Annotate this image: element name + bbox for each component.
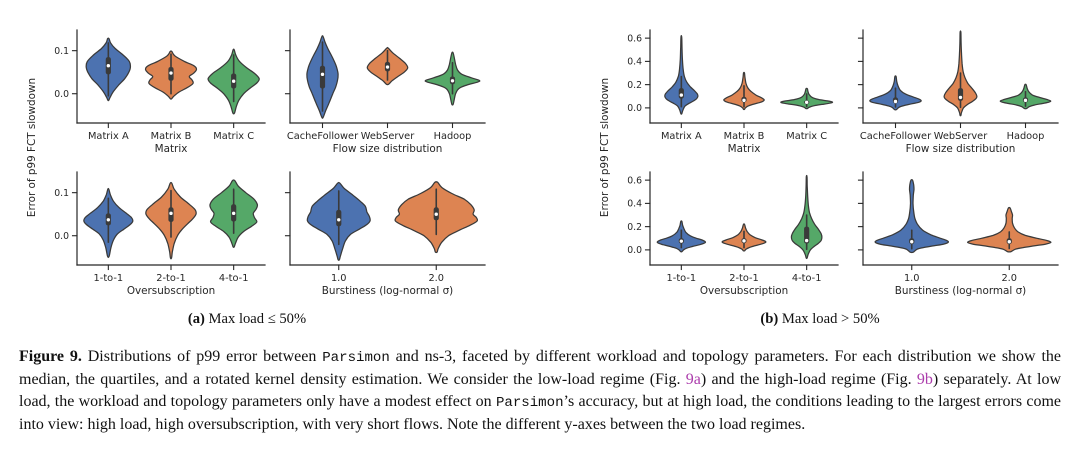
category-label: Matrix B — [151, 131, 192, 142]
median-dot — [385, 65, 390, 69]
median-dot — [893, 99, 898, 104]
category-label: 2-to-1 — [156, 273, 186, 284]
x-axis-label: Burstiness (log-normal σ) — [322, 285, 453, 297]
paper-page: Error of p99 FCT slowdown 0.1 0.0 Matrix A M… — [0, 29, 1067, 436]
median-dot — [450, 79, 455, 83]
figref-9a[interactable]: 9a — [685, 371, 701, 389]
category-label: 2.0 — [1001, 273, 1017, 284]
x-axis-label: Matrix — [155, 143, 188, 155]
median-dot — [804, 238, 809, 243]
category-label: 1.0 — [904, 273, 920, 284]
x-axis-label: Burstiness (log-normal σ) — [895, 285, 1026, 297]
y-tick-label: 0.2 — [627, 80, 642, 91]
caption-segment-2: Parsimon — [322, 350, 390, 366]
category-label: 4-to-1 — [219, 273, 249, 284]
subcaption-b-label: (b) — [760, 311, 779, 327]
median-dot — [320, 72, 325, 77]
median-dot — [804, 100, 809, 105]
y-axis-label-panel-a: Error of p99 FCT slowdown — [26, 78, 38, 217]
y-tick-label: 0.0 — [54, 89, 69, 100]
figure-9: Error of p99 FCT slowdown 0.1 0.0 Matrix A M… — [0, 29, 1067, 328]
y-tick-label: 0.4 — [627, 57, 642, 68]
y-axis-label-panel-b: Error of p99 FCT slowdown — [599, 78, 611, 217]
violin-plots-svg: Error of p99 FCT slowdown 0.1 0.0 Matrix A M… — [26, 29, 1059, 297]
violin-1.0 — [874, 178, 950, 254]
median-dot — [958, 95, 963, 100]
caption-segment-9: ’s accuracy, but at high load, the condi… — [19, 392, 1062, 434]
median-dot — [1023, 98, 1028, 103]
category-label: Hadoop — [434, 131, 472, 142]
category-label: 2.0 — [428, 273, 444, 284]
median-dot — [742, 98, 746, 103]
category-label: 4-to-1 — [792, 273, 822, 284]
y-tick-label: 0.1 — [54, 46, 69, 57]
y-tick-label: 0.6 — [627, 175, 642, 186]
caption-segment-3: and ns-3, faceted by different workload … — [19, 348, 1061, 389]
x-axis-label: Flow size distribution — [333, 143, 443, 155]
category-label: Hadoop — [1007, 131, 1045, 142]
x-axis-label: Flow size distribution — [906, 143, 1016, 155]
figref-9b[interactable]: 9b — [916, 371, 933, 389]
median-dot — [910, 240, 914, 244]
x-axis-label: Oversubscription — [700, 285, 788, 297]
caption-segment-7: ) separately. At low load, the workload … — [19, 371, 1061, 410]
median-dot — [679, 93, 684, 97]
y-tick-label: 0.0 — [627, 245, 642, 256]
category-label: 1-to-1 — [667, 273, 697, 284]
category-label: 1.0 — [331, 273, 347, 284]
category-label: WebServer — [361, 131, 415, 142]
y-tick-label: 0.0 — [627, 103, 642, 114]
y-tick-label: 0.2 — [627, 222, 642, 233]
subcaption-b-text: Max load > 50% — [781, 311, 880, 327]
median-dot — [742, 239, 746, 243]
quartile-box — [319, 65, 326, 89]
category-label: Matrix A — [661, 131, 702, 142]
median-dot — [231, 79, 236, 83]
caption-segment-0: Figure 9. — [19, 348, 88, 365]
median-dot — [106, 218, 111, 222]
violin-2.0 — [966, 207, 1052, 253]
quartile-box — [336, 209, 342, 227]
category-label: CacheFollower — [287, 131, 359, 142]
category-label: 2-to-1 — [729, 273, 759, 284]
category-label: 1-to-1 — [94, 273, 124, 284]
caption-segment-5: ) and the high-load regime (Fig. — [700, 371, 917, 389]
category-label: Matrix C — [213, 131, 254, 142]
subcaption-a-label: (a) — [187, 311, 205, 327]
quartile-box — [678, 88, 684, 99]
median-dot — [337, 218, 341, 222]
y-tick-label: 0.0 — [54, 231, 69, 242]
category-label: Matrix A — [88, 131, 129, 142]
x-axis-label: Oversubscription — [127, 285, 215, 297]
subcaption-a: (a) Max load ≤ 50% — [0, 311, 494, 328]
category-label: CacheFollower — [860, 131, 932, 142]
subcaption-b: (b) Max load > 50% — [573, 311, 1067, 328]
quartile-box — [804, 226, 810, 244]
median-dot — [434, 212, 438, 216]
median-dot — [106, 64, 111, 68]
subcaption-a-text: Max load ≤ 50% — [208, 311, 307, 327]
median-dot — [231, 211, 236, 216]
y-tick-label: 0.4 — [627, 199, 642, 210]
median-dot — [1007, 240, 1011, 244]
category-label: Matrix B — [724, 131, 765, 142]
y-tick-label: 0.1 — [54, 188, 69, 199]
median-dot — [169, 71, 173, 75]
y-tick-label: 0.6 — [627, 33, 642, 44]
median-dot — [679, 239, 684, 243]
figure-caption: Figure 9. Distributions of p99 error bet… — [19, 346, 1061, 436]
category-label: WebServer — [934, 131, 988, 142]
median-dot — [169, 211, 173, 216]
caption-segment-1: Distributions of p99 error between — [87, 348, 323, 365]
caption-segment-8: Parsimon — [495, 394, 564, 411]
category-label: Matrix C — [786, 131, 827, 142]
violin-matrix-a — [664, 35, 699, 115]
x-axis-label: Matrix — [728, 143, 761, 155]
